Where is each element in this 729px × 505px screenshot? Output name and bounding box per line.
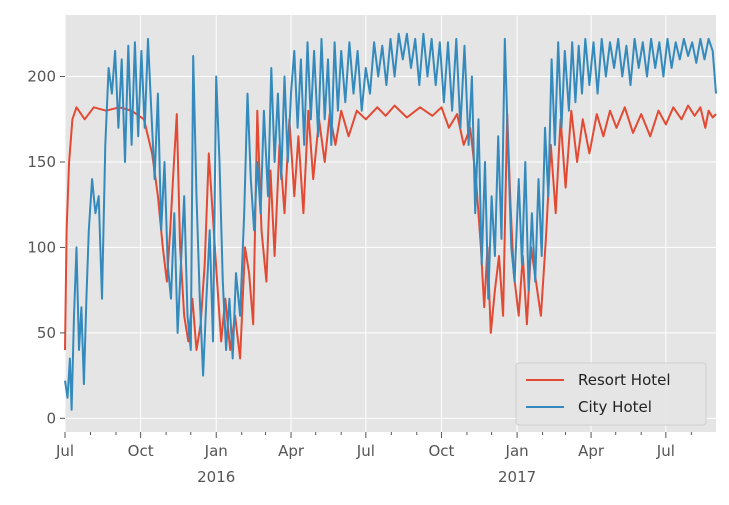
x-year-label: 2016: [197, 468, 235, 486]
y-tick-label: 50: [37, 324, 56, 342]
series-lines: [64, 32, 717, 411]
y-axis: 0 50 100 150 200: [27, 68, 65, 427]
x-tick-label: Jul: [656, 442, 675, 460]
legend-label: Resort Hotel: [578, 371, 671, 389]
x-tick-label: Apr: [278, 442, 305, 460]
legend-label: City Hotel: [578, 398, 652, 416]
x-tick-label: Apr: [578, 442, 605, 460]
y-tick-label: 150: [27, 153, 56, 171]
x-tick-label: Jul: [356, 442, 375, 460]
x-tick-label: Oct: [428, 442, 454, 460]
y-tick-label: 200: [27, 68, 56, 86]
x-axis: Jul Oct Jan 2016 Apr Jul Oct Jan 2017 Apr Jul: [55, 432, 692, 486]
x-tick-label: Jan: [505, 442, 529, 460]
legend-box: [515, 362, 707, 426]
series-line-city-hotel: [64, 32, 717, 411]
x-tick-label: Oct: [128, 442, 154, 460]
x-tick-label: Jul: [55, 442, 74, 460]
series-line-resort-hotel: [64, 104, 717, 360]
y-tick-label: 0: [46, 409, 56, 427]
x-tick-label: Jan: [204, 442, 228, 460]
legend: Resort Hotel City Hotel: [515, 362, 707, 426]
x-year-label: 2017: [498, 468, 536, 486]
y-tick-label: 100: [27, 238, 56, 256]
